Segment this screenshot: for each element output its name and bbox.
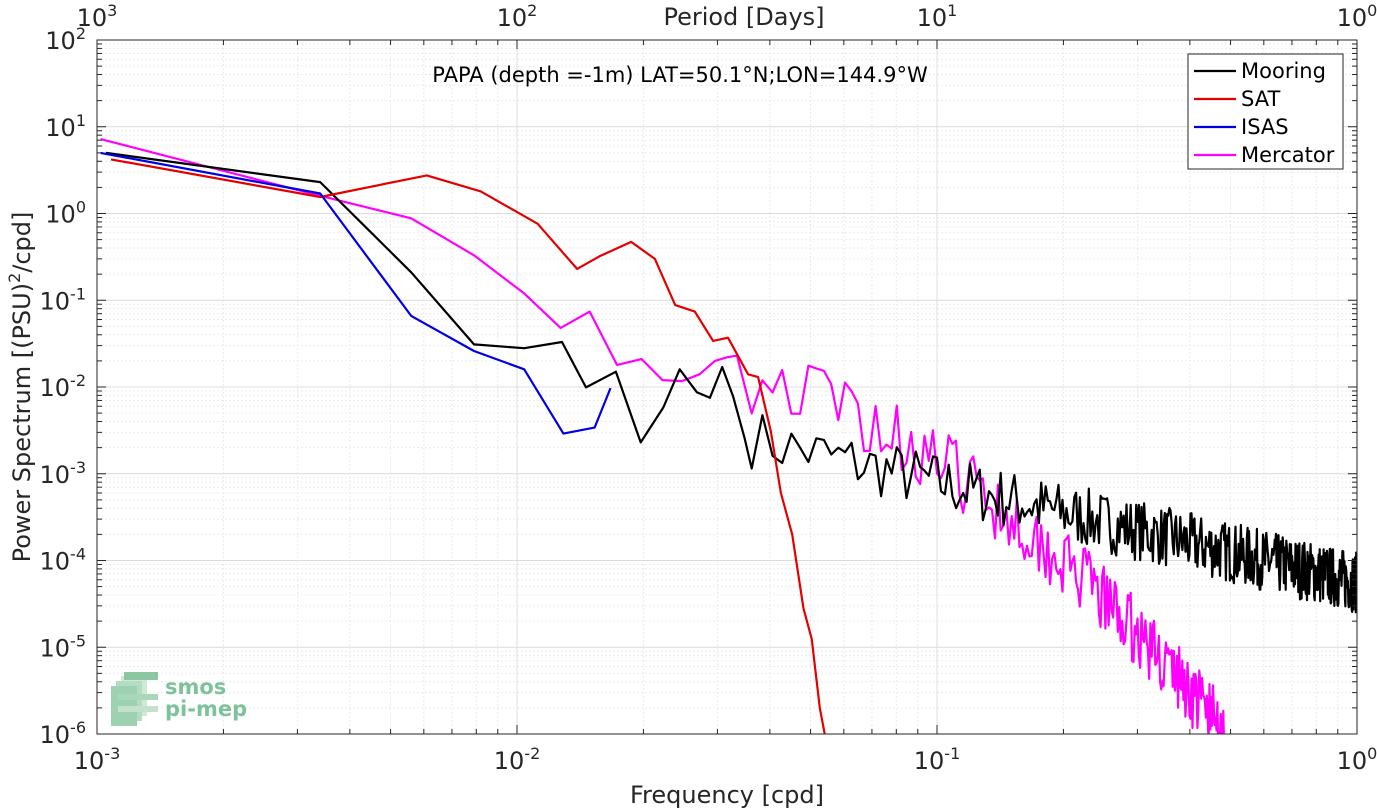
y-axis-label-tail: /cpd] [8,212,36,273]
chart-title: PAPA (depth =-1m) LAT=50.1°N;LON=144.9°W [432,63,928,87]
logo-stripes-icon [111,672,158,726]
series-line-isas [100,151,612,435]
y-tick-label: 10-2 [40,371,87,402]
y-tick-label: 102 [45,24,86,55]
tick-marks [96,39,1358,735]
y-tick-label: 10-6 [40,718,87,749]
y-axis-label: Power Spectrum [(PSU)2/cpd] [5,212,36,563]
x-tick-label: 10-3 [74,744,121,775]
top-axis-label: Period [Days] [663,3,824,31]
y-axis-label-sup: 2 [5,273,24,283]
x-tick-label: 10-2 [494,744,541,775]
y-tick-label: 10-4 [40,545,87,576]
series-line-sat [110,158,826,734]
series-layer [100,138,1357,734]
top-tick-label: 102 [497,1,538,32]
legend: Mooring SAT ISAS Mercator [1187,53,1344,170]
y-tick-label: 10-3 [40,458,87,489]
x-axis-label: Frequency [cpd] [630,781,824,809]
y-tick-label: 101 [45,111,86,142]
y-axis-label-main: Power Spectrum [(PSU) [8,283,36,562]
top-tick-label: 100 [1337,1,1377,32]
y-tick-label: 100 [45,198,86,229]
top-tick-label: 103 [77,1,118,32]
logo-line-1: smos [165,675,226,699]
minor-gridlines [97,40,1357,734]
y-tick-label: 10-1 [40,284,87,315]
top-tick-label: 101 [917,1,958,32]
legend-label-isas: ISAS [1241,115,1289,139]
y-tick-label: 10-5 [40,631,87,662]
logo-line-2: pi-mep [165,697,247,721]
x-tick-label: 10-1 [914,744,961,775]
legend-label-mooring: Mooring [1241,59,1326,83]
legend-box [1187,53,1344,170]
smos-pi-mep-logo: smos pi-mep [111,672,247,726]
series-line-mercator [100,138,1225,734]
legend-label-mercator: Mercator [1241,143,1335,167]
series-line-mooring [105,151,1357,614]
legend-label-sat: SAT [1241,87,1280,111]
x-tick-label: 100 [1337,744,1377,775]
